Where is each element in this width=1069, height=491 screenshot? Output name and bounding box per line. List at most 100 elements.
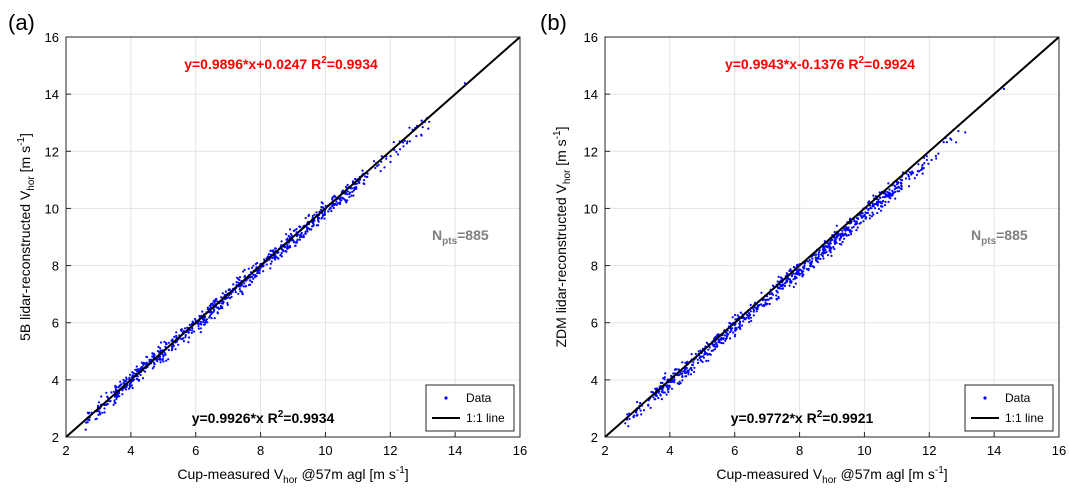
data-point [627, 425, 630, 428]
y-tick-label: 12 [584, 144, 598, 159]
data-point [777, 295, 780, 299]
data-point [755, 310, 758, 313]
data-point [840, 243, 843, 246]
data-point [888, 191, 891, 194]
data-point [775, 298, 779, 301]
data-point [152, 365, 155, 368]
data-point [284, 249, 287, 253]
data-point [254, 262, 257, 266]
x-tick-label: 10 [318, 443, 332, 458]
data-point [292, 240, 295, 243]
data-point [872, 194, 875, 197]
data-point [329, 206, 332, 209]
one-to-one-line [65, 36, 521, 438]
data-point [286, 243, 289, 246]
data-point [208, 314, 212, 317]
data-point [743, 317, 746, 320]
data-point [255, 272, 259, 275]
data-point [798, 272, 802, 275]
data-point [182, 340, 185, 343]
data-point [353, 186, 356, 190]
data-point [159, 347, 162, 350]
data-point [258, 272, 261, 275]
data-point [202, 321, 205, 324]
data-point [330, 210, 333, 213]
data-point [884, 200, 887, 204]
data-point [197, 327, 200, 330]
data-point [210, 313, 213, 316]
data-point [678, 373, 681, 376]
data-point [841, 240, 844, 244]
data-point [678, 380, 681, 383]
data-point [95, 417, 98, 420]
data-point [775, 290, 779, 293]
data-point [98, 410, 101, 413]
data-point [670, 374, 673, 377]
data-point [304, 232, 307, 235]
data-point [777, 275, 780, 278]
data-point [659, 394, 662, 397]
data-point [949, 137, 952, 140]
data-point [734, 333, 737, 336]
data-point [942, 141, 945, 144]
data-point [346, 190, 349, 193]
data-point [333, 202, 336, 206]
data-point [633, 414, 636, 417]
data-point [820, 253, 823, 256]
data-point [235, 281, 238, 284]
data-point [355, 187, 358, 190]
data-point [103, 411, 106, 414]
data-point [766, 298, 769, 301]
data-point [306, 226, 309, 229]
data-point [97, 401, 100, 404]
data-point [775, 294, 778, 297]
data-point [925, 158, 929, 161]
x-axis-label: Cup-measured Vhor @57m agl [m s-1] [177, 465, 408, 486]
data-point [770, 292, 774, 295]
data-point [651, 391, 655, 394]
data-point [861, 212, 864, 215]
panel-label: (a) [8, 10, 35, 35]
data-point [842, 237, 846, 240]
data-point [285, 246, 288, 250]
data-point [100, 395, 103, 398]
data-point [304, 230, 307, 233]
data-point [238, 285, 242, 288]
data-point [877, 198, 880, 201]
data-point [274, 255, 277, 259]
data-point [829, 240, 832, 243]
data-point [626, 413, 629, 416]
x-tick-label: 4 [666, 443, 673, 458]
data-point [927, 162, 930, 165]
data-point [220, 296, 223, 299]
data-point [159, 361, 162, 364]
data-point [120, 383, 123, 386]
data-point [752, 310, 755, 313]
data-point [285, 233, 288, 236]
data-point [311, 225, 314, 228]
data-point [158, 358, 161, 361]
data-point [716, 333, 719, 336]
data-point [876, 211, 879, 215]
data-point [673, 381, 676, 384]
data-point [731, 316, 734, 319]
data-point [284, 245, 287, 248]
data-point [339, 196, 342, 199]
data-point [713, 348, 717, 351]
data-point [280, 251, 283, 255]
data-point [288, 228, 292, 231]
data-point [720, 341, 723, 345]
data-point [790, 274, 794, 277]
data-point [913, 177, 916, 180]
data-point [287, 234, 290, 238]
data-point [174, 348, 177, 351]
data-point [705, 352, 709, 355]
data-point [681, 375, 684, 378]
data-point [392, 141, 395, 144]
data-point [241, 283, 244, 286]
data-point [247, 267, 250, 270]
data-point [817, 253, 820, 256]
data-point [838, 238, 841, 241]
x-tick-label: 2 [601, 443, 608, 458]
data-point [277, 257, 280, 260]
